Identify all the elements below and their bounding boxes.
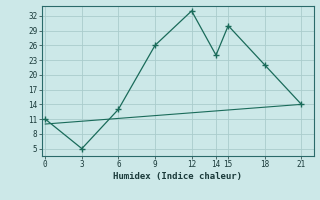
X-axis label: Humidex (Indice chaleur): Humidex (Indice chaleur) [113,172,242,181]
